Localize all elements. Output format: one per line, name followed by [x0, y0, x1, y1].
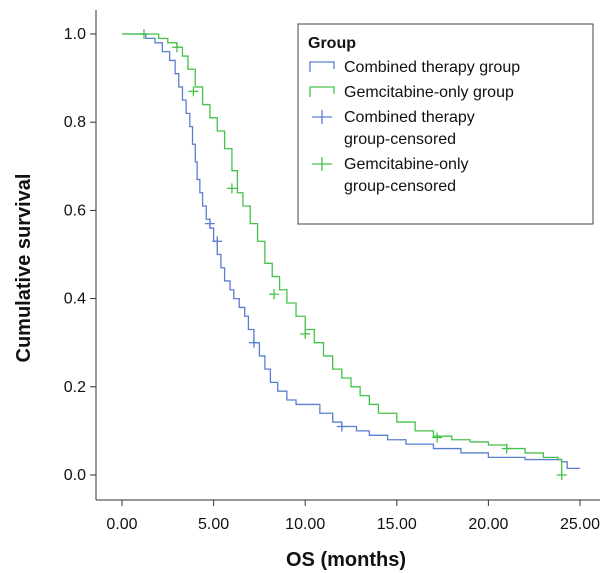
censored-marker-0 — [248, 337, 259, 348]
legend-entry-0: Combined therapy group — [309, 59, 520, 76]
legend-label: group-censored — [344, 131, 456, 148]
censored-marker-1 — [171, 42, 182, 53]
x-tick-label: 10.00 — [285, 516, 325, 533]
plot-area: 0.0 0.2 0.4 0.6 0.8 1.0 0.00 5.00 10.00 15.00 20.0… — [64, 10, 600, 533]
x-tick-label: 0.00 — [106, 516, 137, 533]
y-tick-label: 0.6 — [64, 202, 86, 219]
x-tick-label: 20.00 — [468, 516, 508, 533]
legend-box — [297, 23, 594, 225]
y-tick-label: 0.0 — [64, 467, 86, 484]
legend-entry-3: Gemcitabine-only group-censored — [312, 156, 469, 195]
y-axis-title: Cumulative survival — [13, 174, 35, 363]
y-tick-label: 0.8 — [64, 114, 86, 131]
legend-title: Group — [308, 35, 356, 52]
censored-marker-1 — [226, 183, 237, 194]
x-tick-label: 5.00 — [198, 516, 229, 533]
legend-label: Gemcitabine-only — [344, 156, 469, 173]
legend-label: Gemcitabine-only group — [344, 84, 514, 101]
censored-marker-1 — [138, 29, 149, 39]
censored-marker-0 — [204, 218, 215, 229]
legend-entry-2: Combined therapy group-censored — [312, 109, 475, 148]
legend-label: Combined therapy group — [344, 59, 520, 76]
censored-marker-1 — [432, 432, 443, 443]
censored-marker-1 — [300, 328, 311, 339]
legend-label: Combined therapy — [344, 109, 475, 126]
x-tick-label: 25.00 — [560, 516, 600, 533]
x-axis-title: OS (months) — [286, 549, 406, 571]
x-tick-label: 15.00 — [377, 516, 417, 533]
censored-marker-1 — [556, 470, 567, 480]
censored-marker-1 — [188, 86, 199, 97]
censored-marker-0 — [212, 236, 223, 247]
legend-entry-1: Gemcitabine-only group — [309, 84, 514, 101]
series-line-1 — [122, 33, 563, 475]
censored-marker-1 — [501, 443, 512, 454]
y-tick-label: 0.4 — [64, 291, 86, 308]
censored-marker-1 — [269, 289, 280, 300]
y-tick-label: 1.0 — [64, 26, 86, 43]
legend-label: group-censored — [344, 178, 456, 195]
legend-step-icon — [309, 86, 335, 97]
censored-marker-0 — [336, 421, 347, 432]
y-tick-label: 0.2 — [64, 379, 86, 396]
legend-step-icon — [309, 61, 335, 72]
series-line-0 — [122, 33, 580, 470]
legend: Group Combined therapy group Gemcitabine-… — [297, 23, 594, 225]
